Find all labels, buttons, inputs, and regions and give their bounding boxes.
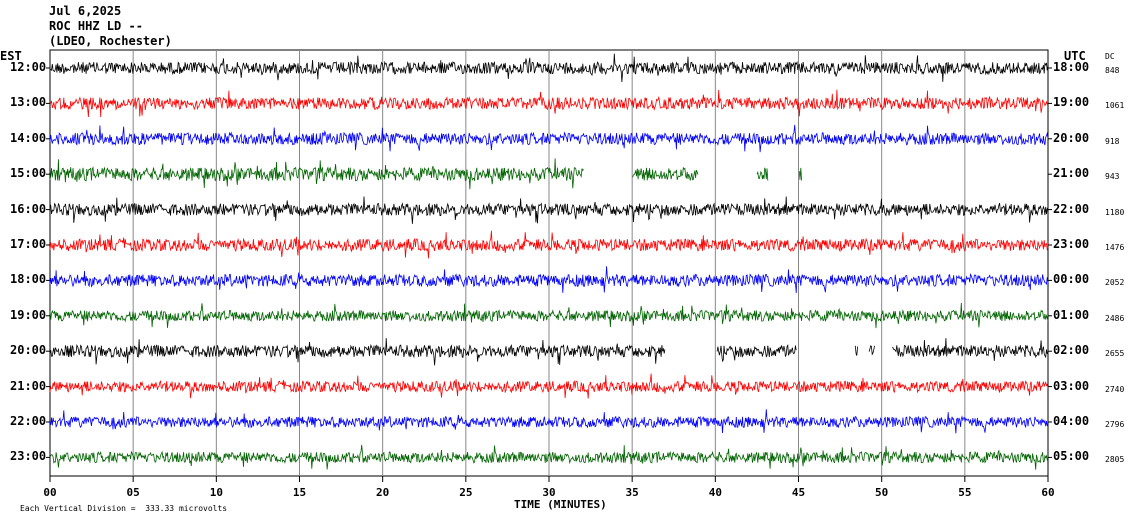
dc-title: DC [1105, 52, 1115, 61]
dc-offset-label: 2655 [1105, 349, 1125, 359]
dc-offset-label: 2486 [1105, 313, 1125, 323]
utc-hour-label: 00:00 [1053, 272, 1090, 287]
x-tick-label: 40 [708, 486, 722, 499]
trace-1900 [49, 302, 1049, 329]
station-code: ROC HHZ LD -- [49, 19, 143, 33]
dc-offset-label: 2052 [1105, 278, 1125, 288]
trace-1600 [49, 196, 1049, 224]
trace-1800 [49, 266, 1049, 294]
dc-offset-label: 2805 [1105, 455, 1125, 465]
utc-hour-label: 03:00 [1053, 378, 1090, 393]
utc-hour-label: 22:00 [1053, 201, 1090, 216]
est-hour-label: 16:00 [10, 201, 47, 216]
x-tick-label: 50 [875, 486, 889, 499]
left-axis-title: EST [0, 49, 22, 63]
est-hour-label: 15:00 [10, 166, 47, 181]
dc-offset-label: 1061 [1105, 101, 1125, 111]
est-hour-label: 21:00 [10, 378, 47, 393]
est-hour-label: 12:00 [10, 60, 47, 74]
x-tick-label: 55 [958, 486, 972, 499]
utc-hour-label: 20:00 [1053, 130, 1090, 145]
trace-1700 [49, 230, 1049, 259]
x-tick-label: 25 [459, 486, 473, 499]
dc-offset-label: 2796 [1105, 420, 1125, 429]
trace-1200 [49, 53, 1049, 83]
x-tick-label: 00 [43, 486, 57, 499]
dc-offset-label: 1180 [1105, 207, 1125, 217]
x-axis-label: TIME (MINUTES) [514, 498, 607, 511]
utc-hour-label: 05:00 [1053, 449, 1090, 464]
dc-offset-label: 848 [1105, 66, 1120, 75]
est-hour-label: 14:00 [10, 130, 47, 145]
trace-1500 [49, 158, 802, 190]
est-hour-label: 19:00 [10, 307, 47, 322]
trace-2200 [49, 409, 1049, 434]
x-tick-label: 60 [1041, 486, 1055, 499]
utc-hour-label: 18:00 [1053, 60, 1090, 74]
utc-hour-label: 02:00 [1053, 343, 1090, 358]
utc-hour-label: 04:00 [1053, 414, 1090, 428]
utc-hour-label: 01:00 [1053, 307, 1090, 322]
dc-offset-label: 918 [1105, 136, 1120, 146]
x-tick-label: 20 [376, 486, 390, 499]
dc-offset-label: 2740 [1105, 384, 1125, 394]
x-tick-label: 10 [209, 486, 223, 499]
est-hour-label: 18:00 [10, 272, 47, 287]
x-tick-label: 30 [542, 486, 556, 499]
chart-date: Jul 6,2025 [49, 4, 122, 18]
x-tick-label: 05 [126, 486, 140, 499]
est-hour-label: 20:00 [10, 343, 47, 358]
footer-note: Each Vertical Division = 333.33 microvol… [20, 504, 228, 513]
right-axis-title: UTC [1064, 49, 1086, 63]
utc-hour-label: 23:00 [1053, 237, 1090, 251]
x-tick-label: 15 [292, 486, 307, 499]
est-hour-label: 17:00 [10, 237, 47, 251]
est-hour-label: 13:00 [10, 95, 47, 110]
network-name: (LDEO, Rochester) [49, 34, 172, 48]
utc-hour-label: 19:00 [1053, 95, 1090, 110]
x-tick-label: 45 [791, 486, 806, 499]
trace-1300 [49, 89, 1049, 118]
utc-hour-label: 21:00 [1053, 166, 1090, 181]
trace-1400 [49, 124, 1049, 153]
trace-2000 [49, 338, 1049, 366]
x-tick-label: 35 [625, 486, 639, 499]
est-hour-label: 23:00 [10, 449, 47, 464]
est-hour-label: 22:00 [10, 414, 47, 428]
dc-offset-label: 943 [1105, 172, 1120, 182]
trace-2100 [49, 373, 1049, 399]
trace-2300 [49, 444, 1049, 470]
dc-offset-label: 1476 [1105, 243, 1125, 252]
